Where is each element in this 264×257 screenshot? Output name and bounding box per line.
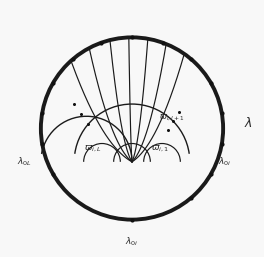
Text: $\lambda_{0i}$: $\lambda_{0i}$	[125, 236, 139, 248]
Text: $\lambda_{0L}$: $\lambda_{0L}$	[17, 155, 32, 168]
Text: $\varpi_{i,L}$: $\varpi_{i,L}$	[84, 143, 102, 154]
Text: $\varpi_{i,l+1}$: $\varpi_{i,l+1}$	[159, 112, 185, 123]
Text: $\varpi_{i,1}$: $\varpi_{i,1}$	[151, 143, 169, 154]
Text: $\lambda$: $\lambda$	[244, 116, 253, 130]
Text: $\lambda_{0i}$: $\lambda_{0i}$	[218, 155, 231, 168]
